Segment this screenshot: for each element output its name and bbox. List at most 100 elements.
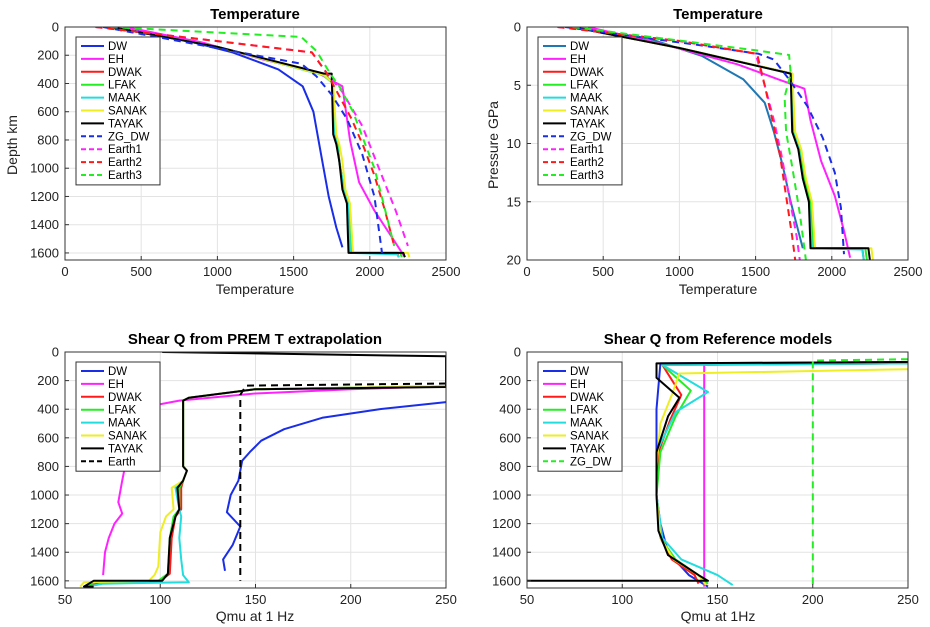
x-axis-label: Qmu at 1 Hz [216, 608, 295, 624]
legend-label: EH [108, 379, 124, 391]
x-axis-label: Temperature [679, 281, 758, 297]
y-tick-label: 1200 [30, 189, 59, 204]
legend-label: Earth1 [570, 144, 604, 156]
series-group [527, 358, 908, 588]
series-line-dw [222, 401, 446, 571]
legend-label: DWAK [108, 67, 142, 79]
y-tick-label: 1400 [30, 217, 59, 232]
series-line-earth1 [95, 27, 409, 247]
x-tick-label: 2500 [894, 264, 923, 279]
legend-label: Earth1 [108, 144, 142, 156]
y-tick-label: 1400 [492, 545, 521, 560]
panel-shear-q-reference: 50 100 150 200 250 0 200 400 600 800 1000 1200 1400 1… [492, 331, 919, 624]
y-tick-label: 600 [37, 430, 59, 445]
y-tick-label: 1200 [30, 516, 59, 531]
x-tick-label: 1500 [741, 264, 770, 279]
y-axis-label: Pressure GPa [485, 101, 501, 189]
series-line-earth [239, 382, 446, 581]
legend-label: LFAK [570, 405, 598, 417]
series-line-tayak [83, 352, 446, 588]
y-tick-label: 0 [52, 345, 59, 360]
y-tick-label: 1000 [30, 161, 59, 176]
legend-box [537, 361, 623, 472]
x-tick-label: 50 [520, 592, 534, 607]
legend-label: Earth [108, 456, 136, 468]
legend-label: DW [570, 41, 589, 53]
y-tick-label: 400 [37, 76, 59, 91]
series-line-earth2 [557, 27, 797, 260]
y-tick-label: 15 [507, 194, 521, 209]
legend-label: MAAK [108, 418, 141, 430]
legend-label: EH [108, 54, 124, 66]
legend-label: MAAK [108, 93, 141, 105]
y-tick-label: 200 [37, 373, 59, 388]
legend-label: DW [570, 366, 589, 378]
x-tick-label: 500 [592, 264, 614, 279]
x-tick-label: 1000 [665, 264, 694, 279]
legend-label: SANAK [108, 106, 147, 118]
x-tick-label: 100 [149, 592, 171, 607]
x-tick-label: 0 [61, 264, 68, 279]
panel-title: Shear Q from Reference models [604, 331, 832, 348]
legend-label: LFAK [108, 80, 136, 92]
y-tick-label: 5 [514, 78, 521, 93]
x-tick-label: 100 [611, 592, 633, 607]
y-tick-label: 0 [514, 20, 521, 35]
panel-temperature-pressure: 0 500 1000 1500 2000 2500 0 5 10 15 20 DWEHDWAKLFAK… [485, 6, 922, 297]
x-tick-label: 1000 [203, 264, 232, 279]
legend-label: Earth2 [570, 157, 604, 169]
y-tick-label: 200 [37, 48, 59, 63]
x-axis-label: Qmu at 1Hz [681, 608, 756, 624]
x-tick-label: 200 [340, 592, 362, 607]
legend-label: SANAK [570, 431, 609, 443]
legend-label: TAYAK [570, 443, 605, 455]
legend-box [75, 361, 161, 472]
y-tick-label: 1000 [492, 488, 521, 503]
legend-label: TAYAK [570, 118, 605, 130]
y-tick-label: 800 [499, 459, 521, 474]
legend-label: SANAK [108, 431, 147, 443]
y-tick-label: 1600 [30, 245, 59, 260]
x-tick-label: 250 [897, 592, 919, 607]
legend-label: EH [570, 379, 586, 391]
legend: DWEHDWAKLFAKMAAKSANAKTAYAKZG_DWEarth1Ear… [75, 36, 161, 186]
legend-label: MAAK [570, 418, 603, 430]
legend-label: DWAK [108, 392, 142, 404]
y-tick-label: 20 [507, 253, 521, 268]
y-tick-label: 200 [499, 373, 521, 388]
x-tick-label: 250 [435, 592, 457, 607]
x-tick-label: 150 [707, 592, 729, 607]
y-tick-label: 1600 [30, 573, 59, 588]
legend-label: MAAK [570, 93, 603, 105]
y-tick-label: 600 [37, 104, 59, 119]
y-tick-label: 800 [37, 132, 59, 147]
series-group [557, 27, 874, 260]
legend-label: Earth2 [108, 157, 142, 169]
legend-label: TAYAK [108, 443, 143, 455]
legend-label: DW [108, 366, 127, 378]
series-line-earth3 [572, 27, 807, 260]
series-line-earth3 [110, 27, 396, 247]
series-group [95, 27, 411, 258]
x-axis-label: Temperature [216, 281, 295, 297]
y-tick-label: 0 [514, 345, 521, 360]
y-tick-label: 0 [52, 20, 59, 35]
legend-label: ZG_DW [570, 131, 612, 143]
x-tick-label: 0 [523, 264, 530, 279]
y-tick-label: 10 [507, 136, 521, 151]
y-tick-label: 800 [37, 459, 59, 474]
series-line-zg-dw [564, 27, 845, 255]
panel-shear-q-prem: 50 100 150 200 250 0 200 400 600 800 1000 1200 1400 1… [30, 331, 457, 624]
series-line-earth2 [95, 27, 396, 247]
legend-label: SANAK [570, 106, 609, 118]
x-tick-label: 200 [802, 592, 824, 607]
legend-label: DWAK [570, 392, 604, 404]
x-tick-label: 50 [58, 592, 72, 607]
x-tick-label: 150 [245, 592, 267, 607]
legend-label: ZG_DW [108, 131, 150, 143]
series-line-tayak [572, 27, 871, 260]
y-tick-label: 400 [37, 402, 59, 417]
series-line-zg-dw [811, 358, 908, 587]
